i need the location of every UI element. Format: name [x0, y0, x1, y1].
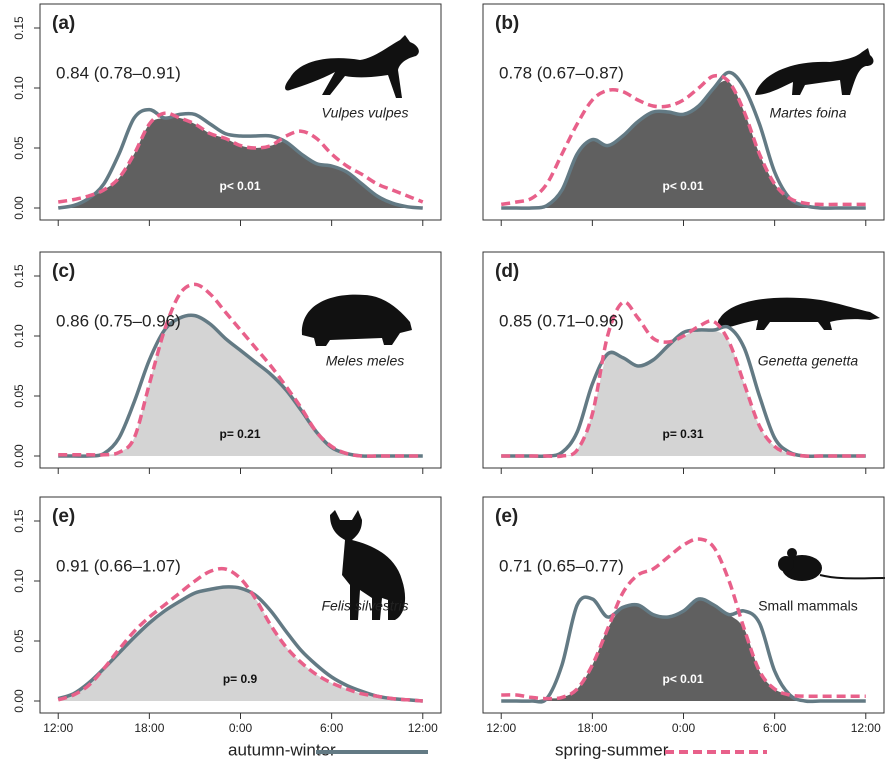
x-tick-label: 12:00 [851, 721, 881, 735]
genet-icon [717, 297, 880, 330]
p-value: p< 0.01 [662, 672, 703, 686]
overlap-area [501, 598, 866, 702]
species-name: Genetta genetta [758, 353, 859, 369]
overlap-estimate: 0.71 (0.65–0.77) [499, 556, 624, 575]
panel-label: (b) [495, 13, 519, 34]
overlap-area [501, 80, 866, 209]
legend: autumn-winter spring-summer [228, 740, 767, 759]
x-tick-label: 0:00 [229, 721, 253, 735]
density-line [57, 566, 423, 703]
x-tick-label: 6:00 [763, 721, 787, 735]
y-tick-label: 0.15 [12, 509, 26, 533]
density-line [501, 300, 866, 459]
density-line [501, 537, 866, 701]
panel: (b) 0.78 (0.67–0.87) Martes foina p< 0.01 [482, 3, 885, 226]
p-value: p= 0.9 [223, 672, 258, 686]
density-line [501, 595, 866, 704]
species-name: Small mammals [758, 598, 858, 614]
y-tick-label: 0.10 [12, 569, 26, 593]
legend-label: autumn-winter [228, 740, 336, 759]
x-tick-label: 12:00 [486, 721, 516, 735]
y-tick-label: 0.10 [12, 76, 26, 100]
panel-label: (a) [52, 13, 75, 34]
y-tick-label: 0.05 [12, 629, 26, 653]
y-tick-label: 0.00 [12, 444, 26, 468]
overlap-estimate: 0.85 (0.71–0.96) [499, 311, 624, 330]
overlap-estimate: 0.78 (0.67–0.87) [499, 63, 624, 82]
density-line [58, 282, 423, 458]
p-value: p< 0.01 [219, 179, 260, 193]
density-line [57, 111, 424, 204]
overlap-estimate: 0.84 (0.78–0.91) [56, 63, 181, 82]
panel: 0.00 0.05 0.10 0.15 (c) 0.86 (0.75–0.96) Meles… [12, 251, 442, 474]
p-value: p< 0.01 [662, 179, 703, 193]
panel-label: (c) [52, 261, 75, 282]
species-name: Vulpes vulpes [322, 105, 409, 121]
p-value: p= 0.31 [662, 427, 703, 441]
density-line [501, 70, 866, 210]
overlap-area [58, 315, 423, 457]
silhouettes [285, 35, 886, 620]
species-name: Felis silvestris [321, 598, 408, 614]
panel: 12:00 18:00 0:00 6:00 12:00 (e) 0.71 (0.65–0.7… [482, 496, 885, 735]
badger-icon [301, 294, 412, 346]
cat-icon [330, 510, 406, 620]
fox-icon [285, 35, 419, 98]
y-tick-label: 0.15 [12, 16, 26, 40]
x-tick-label: 12:00 [408, 721, 438, 735]
marten-icon [755, 48, 874, 95]
y-tick-label: 0.15 [12, 264, 26, 288]
overlap-area [501, 328, 866, 457]
panel-label: (d) [495, 261, 519, 282]
density-line [57, 107, 423, 210]
panel-label: (e) [52, 506, 75, 527]
y-tick-label: 0.05 [12, 136, 26, 160]
overlap-area [58, 586, 423, 701]
panel-label: (e) [495, 506, 518, 527]
panel: (d) 0.85 (0.71–0.96) Genetta genetta p= 0.3… [482, 251, 885, 474]
y-tick-label: 0.00 [12, 196, 26, 220]
p-value: p= 0.21 [219, 427, 260, 441]
x-tick-label: 12:00 [43, 721, 73, 735]
panel: 12:00 18:00 0:00 6:00 12:00 0.00 0.05 0.10 0.15 (… [12, 496, 442, 735]
mouse-icon [778, 548, 886, 581]
species-name: Meles meles [326, 353, 405, 369]
overlap-estimate: 0.91 (0.66–1.07) [56, 556, 181, 575]
panel: 0.00 0.05 0.10 0.15 (a) 0.84 (0.78–0.91) Vulpe… [12, 3, 442, 226]
density-line [500, 73, 866, 207]
species-name: Martes foina [769, 105, 846, 121]
x-tick-label: 0:00 [672, 721, 696, 735]
y-tick-label: 0.10 [12, 324, 26, 348]
overlap-area [58, 117, 423, 208]
overlap-estimate: 0.86 (0.75–0.96) [56, 311, 181, 330]
y-tick-label: 0.00 [12, 689, 26, 713]
x-tick-label: 18:00 [577, 721, 607, 735]
x-tick-label: 18:00 [134, 721, 164, 735]
density-line [57, 585, 423, 703]
y-tick-label: 0.05 [12, 384, 26, 408]
x-tick-label: 6:00 [320, 721, 344, 735]
legend-label: spring-summer [555, 740, 669, 759]
